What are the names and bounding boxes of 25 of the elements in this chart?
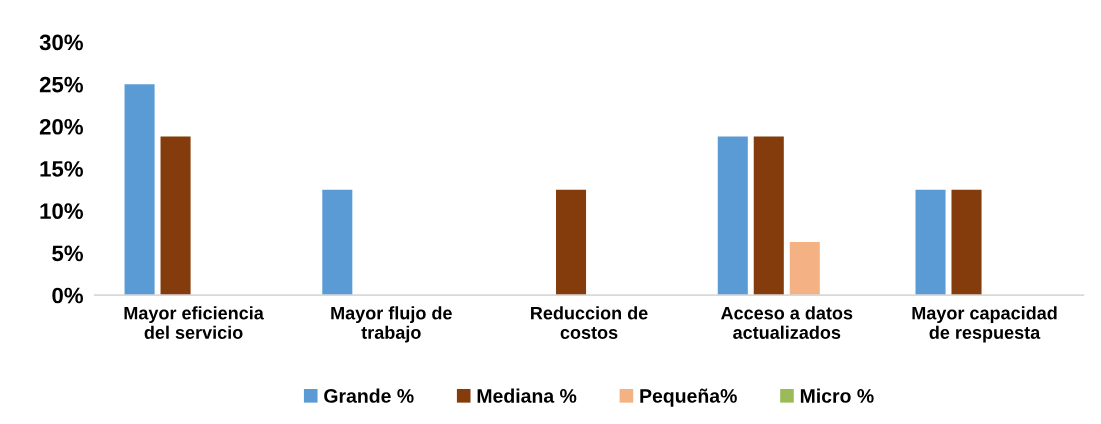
bar [124,84,155,296]
legend-label: Micro % [800,388,874,403]
bar [322,189,353,296]
bar [789,241,820,296]
bar [915,189,946,296]
x-tick-label: Mayor flujo de trabajo [331,306,452,343]
legend-label: Grande % [324,388,414,403]
x-tick-label: Mayor capacidad de respuesta [912,306,1057,343]
bar [717,136,748,296]
y-tick-label: 20% [39,118,83,135]
y-tick-label: 5% [52,245,83,262]
bar [753,136,784,296]
y-tick-label: 0% [52,287,83,304]
y-tick-label: 15% [40,161,83,177]
y-tick-label: 25% [39,76,83,93]
legend-label: Mediana % [477,388,577,403]
bar [556,189,587,296]
bar [951,189,982,296]
x-tick-label: Acceso a datos actualizados [721,306,853,339]
legend-label: Pequeña% [640,388,737,407]
y-tick-label: 30% [39,34,83,51]
y-tick-label: 10% [40,203,83,219]
x-tick-label: Reduccion de costos [531,306,648,339]
x-tick-label: Mayor eficiencia del servicio [124,306,264,339]
bar [160,136,191,296]
